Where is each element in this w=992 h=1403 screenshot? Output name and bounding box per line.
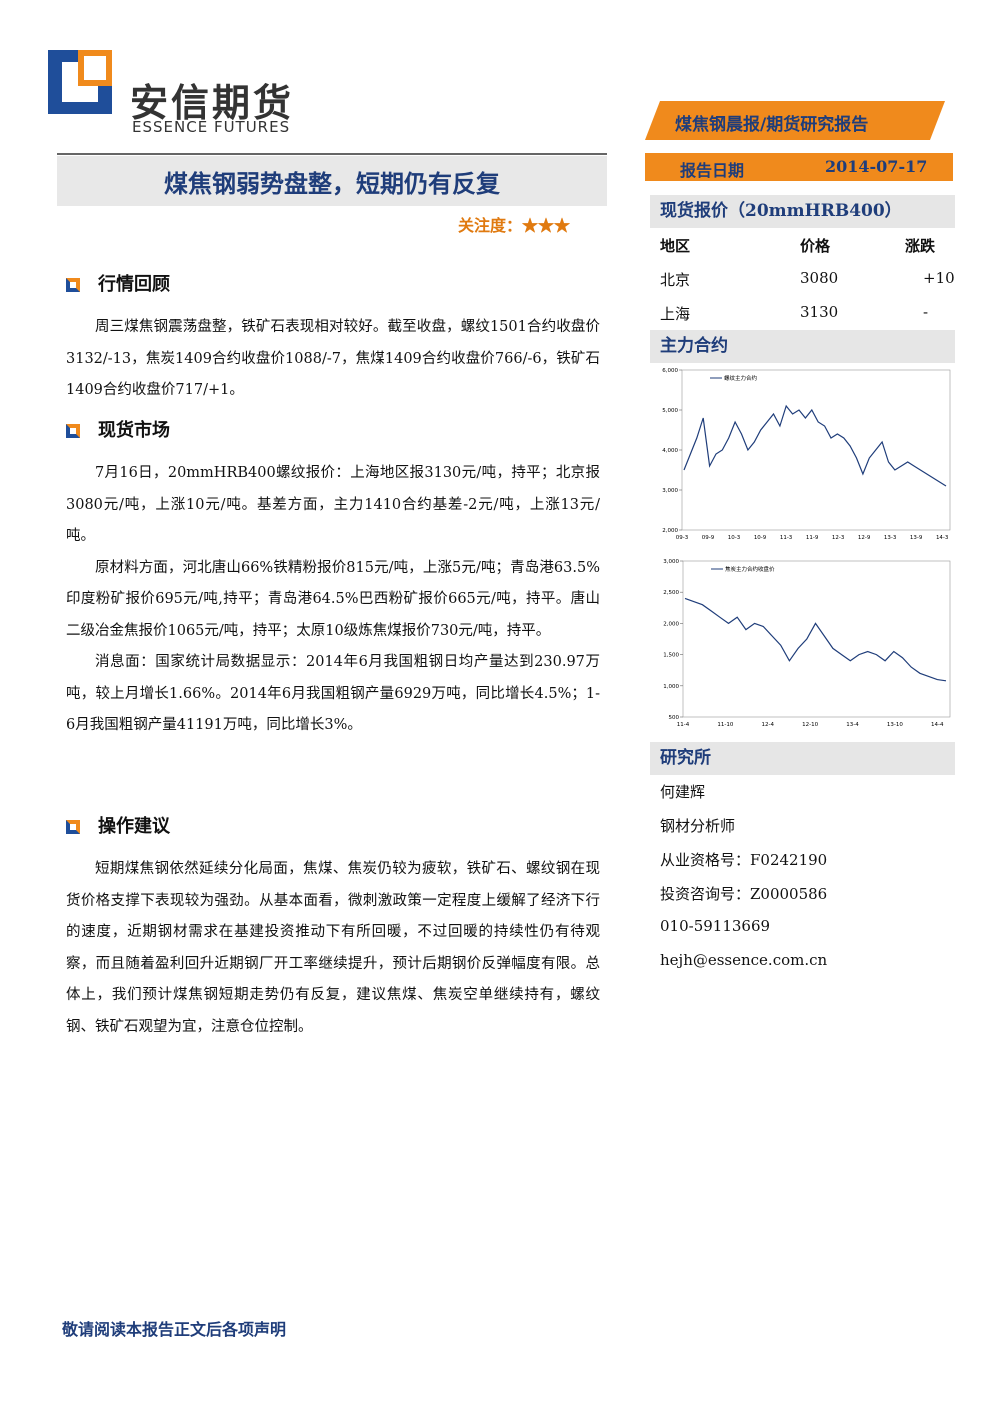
y-tick-label: 4,000 bbox=[662, 448, 678, 454]
section: 操作建议短期煤焦钢依然延续分化局面，焦煤、焦炭仍较为疲软，铁矿石、螺纹钢在现货价… bbox=[66, 812, 600, 1043]
attention-label: 关注度： bbox=[458, 216, 523, 235]
x-tick-label: 11-4 bbox=[677, 722, 690, 728]
x-tick-label: 14-3 bbox=[936, 535, 949, 541]
cell: - bbox=[923, 303, 929, 321]
paragraph: 原材料方面，河北唐山66%铁精粉报价815元/吨，上涨5元/吨；青岛港63.5%… bbox=[66, 559, 600, 639]
section-heading: 操作建议 bbox=[66, 812, 600, 842]
x-tick-label: 13-4 bbox=[846, 722, 859, 728]
date: 2014-07-17 bbox=[825, 157, 928, 176]
date-label: 报告日期 bbox=[680, 161, 745, 180]
x-tick-label: 11-9 bbox=[806, 535, 819, 541]
charts: 2,000 3,000 4,000 5,000 6,000 09-3 09-9 10-3 10-… bbox=[662, 368, 951, 728]
logo-cn: 安信期货 bbox=[130, 81, 295, 125]
logo-en: ESSENCE FUTURES bbox=[132, 118, 291, 136]
x-tick-label: 12-9 bbox=[858, 535, 871, 541]
cell: 3080 bbox=[800, 269, 839, 287]
title-box bbox=[57, 156, 607, 206]
plot-frame bbox=[682, 560, 951, 718]
cell: 3130 bbox=[800, 303, 839, 321]
x-tick-label: 13-10 bbox=[887, 722, 903, 728]
section-icon bbox=[66, 278, 80, 292]
x-tick-label: 13-9 bbox=[910, 535, 923, 541]
paragraph: 7月16日，20mmHRB400螺纹报价：上海地区报3130元/吨，持平；北京报… bbox=[66, 465, 600, 544]
y-tick-label: 1,500 bbox=[663, 653, 679, 659]
date-bar bbox=[645, 153, 953, 181]
y-tick-label: 500 bbox=[669, 715, 680, 721]
y-tick-label: 3,000 bbox=[663, 559, 679, 565]
y-tick-label: 2,500 bbox=[663, 590, 679, 596]
x-tick-label: 09-9 bbox=[702, 535, 715, 541]
x-tick-label: 10-3 bbox=[728, 535, 741, 541]
section: 现货市场 7月16日，20mmHRB400螺纹报价：上海地区报3130元/吨，持平… bbox=[66, 416, 600, 742]
y-tick-label: 3,000 bbox=[662, 488, 678, 494]
paragraph: 消息面：国家统计局数据显示：2014年6月我国粗钢日均产量达到230.97万吨，… bbox=[66, 654, 600, 733]
section-heading: 行情回顾 bbox=[66, 270, 600, 300]
section: 行情回顾周三煤焦钢震荡盘整，铁矿石表现相对较好。截至收盘，螺纹1501合约收盘价… bbox=[66, 270, 600, 407]
x-tick-label: 13-3 bbox=[884, 535, 897, 541]
section-title: 操作建议 bbox=[98, 816, 170, 837]
x-tick-label: 11-3 bbox=[780, 535, 793, 541]
paragraph: 周三煤焦钢震荡盘整，铁矿石表现相对较好。截至收盘，螺纹1501合约收盘价3132… bbox=[66, 319, 600, 398]
footer: 敬请阅读本报告正文后各项声明 bbox=[62, 1320, 287, 1339]
title: 煤焦钢弱势盘整，短期仍有反复 bbox=[164, 169, 500, 198]
x-tick-label: 10-9 bbox=[754, 535, 767, 541]
x-tick-label: 09-3 bbox=[676, 535, 689, 541]
x-tick-label: 12-4 bbox=[762, 722, 775, 728]
section-heading: 现货市场 bbox=[66, 416, 600, 446]
paragraph: 短期煤焦钢依然延续分化局面，焦煤、焦炭仍较为疲软，铁矿石、螺纹钢在现货价格支撑下… bbox=[66, 861, 600, 1035]
line-series bbox=[684, 597, 947, 682]
x-tick-label: 11-10 bbox=[717, 722, 733, 728]
y-tick-label: 5,000 bbox=[662, 408, 678, 414]
spot-heading: 现货报价（20mmHRB400） bbox=[650, 195, 955, 228]
research-line: hejh@essence.com.cn bbox=[660, 951, 828, 969]
cell: +10 bbox=[923, 269, 955, 287]
tag: 煤焦钢晨报/期货研究报告 bbox=[675, 115, 869, 135]
y-tick-label: 1,000 bbox=[663, 684, 679, 690]
cell: 上海 bbox=[660, 305, 691, 323]
research-line: 投资咨询号：Z0000586 bbox=[660, 885, 828, 903]
legend-label: 焦炭主力合约收盘价 bbox=[725, 565, 775, 573]
research-heading: 研究所 bbox=[650, 742, 955, 775]
section-title: 现货市场 bbox=[98, 420, 170, 441]
cell: 北京 bbox=[660, 271, 691, 289]
research-line: 从业资格号：F0242190 bbox=[660, 851, 828, 869]
tag-banner bbox=[645, 101, 945, 140]
section-title: 行情回顾 bbox=[98, 274, 170, 295]
research-line: 钢材分析师 bbox=[660, 817, 736, 835]
attention: 关注度：★★★ bbox=[458, 212, 570, 236]
y-tick-label: 2,000 bbox=[662, 528, 678, 534]
research-line: 何建辉 bbox=[660, 783, 706, 801]
logo-mark bbox=[84, 56, 106, 80]
line-series bbox=[683, 404, 947, 487]
main-contract-heading: 主力合约 bbox=[650, 330, 955, 363]
legend-label: 螺纹主力合约 bbox=[724, 374, 758, 382]
x-tick-label: 14-4 bbox=[931, 722, 944, 728]
column-header: 地区 bbox=[660, 237, 691, 255]
x-tick-label: 12-3 bbox=[832, 535, 845, 541]
section-icon bbox=[66, 820, 80, 834]
y-tick-label: 2,000 bbox=[663, 621, 679, 627]
column-header: 涨跌 bbox=[905, 237, 936, 255]
column-header: 价格 bbox=[800, 237, 831, 255]
x-tick-label: 12-10 bbox=[802, 722, 818, 728]
research-line: 010-59113669 bbox=[660, 917, 771, 935]
stars: ★★★ bbox=[522, 216, 571, 235]
section-icon bbox=[66, 424, 80, 438]
y-tick-label: 6,000 bbox=[662, 368, 678, 374]
